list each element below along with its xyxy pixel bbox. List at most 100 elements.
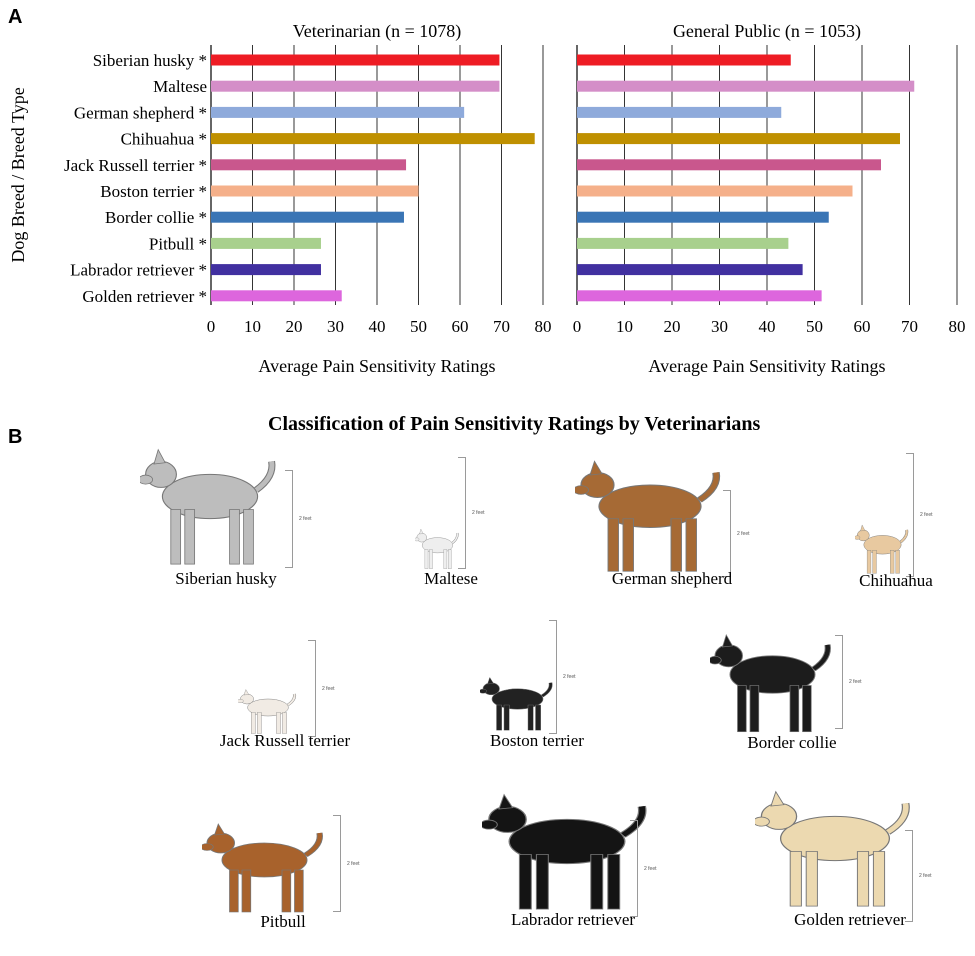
category-label: Chihuahua * — [121, 130, 207, 149]
dog-label: Labrador retriever — [510, 910, 636, 929]
x-tick-label: 40 — [759, 317, 776, 336]
category-label: Maltese — [153, 77, 207, 96]
scale-bracket: 2 feet — [458, 457, 485, 569]
scale-label: 2 feet — [347, 860, 360, 867]
bar — [577, 54, 791, 66]
bar — [577, 185, 853, 197]
x-tick-label: 40 — [369, 317, 386, 336]
x-tick-label: 50 — [410, 317, 427, 336]
category-average-sensitivity: Average sensitivity — [62, 599, 126, 781]
dog-figure — [573, 450, 725, 575]
x-axis-label: Average Pain Sensitivity Ratings — [648, 356, 885, 376]
scale-bracket: 2 feet — [905, 830, 932, 922]
dog-label: Border collie — [747, 733, 837, 752]
x-tick-label: 60 — [854, 317, 871, 336]
x-tick-label: 80 — [949, 317, 966, 336]
bar — [211, 290, 342, 302]
x-axis-label: Average Pain Sensitivity Ratings — [258, 356, 495, 376]
bar — [211, 185, 419, 197]
category-label: Jack Russell terrier * — [64, 156, 207, 175]
bar — [577, 290, 822, 302]
x-tick-label: 20 — [286, 317, 303, 336]
dog-label: Golden retriever — [794, 910, 906, 929]
category-label: German shepherd * — [74, 103, 207, 122]
dog-label: Chihuahua — [859, 571, 933, 590]
x-tick-label: 0 — [573, 317, 582, 336]
scale-label: 2 feet — [919, 873, 932, 879]
dog-label: Pitbull — [260, 912, 306, 931]
category-high-sensitivity: High sensitivity — [62, 430, 126, 585]
chart-title: General Public (n = 1053) — [673, 21, 861, 42]
dog-figure — [237, 685, 298, 735]
category-label: Golden retriever * — [82, 287, 207, 306]
bar — [577, 264, 803, 276]
bar — [577, 80, 915, 92]
scale-label: 2 feet — [563, 674, 576, 680]
scale-label: 2 feet — [737, 530, 750, 537]
bar — [577, 159, 881, 171]
scale-label: 2 feet — [322, 685, 335, 692]
x-tick-label: 60 — [452, 317, 469, 336]
category-label: Boston terrier * — [100, 182, 207, 201]
bar-charts: 0 10 20 30 40 50 60 70 80 Veterinarian (n = 1078)… — [8, 21, 966, 376]
bar — [211, 159, 407, 171]
bar — [211, 237, 321, 249]
dog-figure — [138, 438, 280, 568]
category-label: Border collie * — [105, 208, 207, 227]
scale-bracket: 2 feet — [308, 640, 335, 737]
dog-figure — [200, 815, 327, 915]
scale-bracket: 2 feet — [333, 815, 360, 912]
bar — [211, 54, 500, 66]
dog-figure — [414, 525, 460, 570]
dog-figure — [479, 672, 555, 732]
x-tick-label: 0 — [207, 317, 216, 336]
scale-bracket: 2 feet — [549, 620, 576, 734]
dog-label: Boston terrier — [490, 731, 584, 750]
scale-label: 2 feet — [849, 679, 862, 685]
dog-label: Siberian husky — [175, 569, 277, 588]
bar — [577, 106, 782, 118]
dog-label: Jack Russell terrier — [219, 731, 351, 750]
x-tick-label: 10 — [244, 317, 261, 336]
x-tick-label: 70 — [493, 317, 510, 336]
scale-bracket: 2 feet — [906, 453, 933, 577]
scale-label: 2 feet — [472, 510, 485, 516]
x-tick-label: 50 — [806, 317, 823, 336]
bar — [577, 237, 789, 249]
category-label: Pitbull * — [149, 234, 207, 253]
panel-label-b: B — [8, 426, 23, 448]
bar — [211, 264, 321, 276]
bar — [211, 211, 404, 223]
scale-label: 2 feet — [920, 512, 933, 518]
scale-bracket: 2 feet — [285, 470, 312, 568]
bar — [211, 133, 535, 145]
x-tick-label: 30 — [327, 317, 344, 336]
category-label: Siberian husky * — [93, 51, 207, 70]
category-high-label: High sensitivity — [83, 447, 104, 568]
scale-bracket: 2 feet — [723, 490, 750, 577]
dog-figure — [752, 780, 915, 910]
bar — [577, 133, 900, 145]
panel-b-title: Classification of Pain Sensitivity Ratin… — [268, 413, 761, 435]
bar — [211, 106, 465, 118]
dog-label: Maltese — [424, 569, 478, 588]
x-tick-label: 30 — [711, 317, 728, 336]
y-axis-label: Dog Breed / Breed Type — [8, 87, 28, 262]
category-low-label: Low sensitivity — [83, 812, 105, 930]
scale-bracket: 2 feet — [835, 635, 862, 729]
scale-label: 2 feet — [299, 516, 312, 522]
chart-title: Veterinarian (n = 1078) — [293, 21, 462, 42]
x-tick-label: 80 — [535, 317, 552, 336]
category-label: Labrador retriever * — [70, 261, 207, 280]
category-average-label: Average sensitivity — [83, 617, 104, 763]
scale-bracket: 2 feet — [630, 820, 657, 917]
scale-label: 2 feet — [644, 865, 657, 872]
dog-figure — [479, 783, 652, 913]
category-low-sensitivity: Low sensitivity — [62, 796, 126, 946]
bar — [211, 80, 500, 92]
x-tick-label: 20 — [664, 317, 681, 336]
x-tick-label: 10 — [616, 317, 633, 336]
panel-label-a: A — [8, 6, 23, 28]
bar — [577, 211, 829, 223]
dog-label: German shepherd — [611, 569, 733, 588]
